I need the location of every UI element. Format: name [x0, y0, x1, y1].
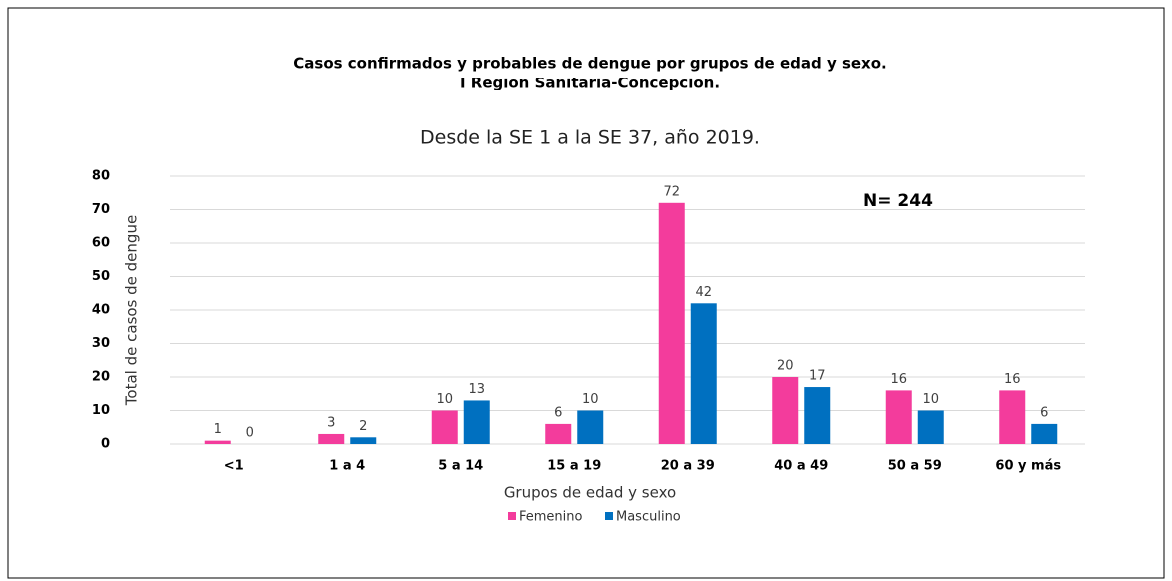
data-label: 10	[582, 392, 599, 407]
x-tick-label: 5 a 14	[438, 459, 483, 474]
data-label: 72	[663, 184, 680, 199]
data-label: 16	[890, 372, 907, 387]
annotation: N= 244	[863, 191, 933, 211]
data-label: 2	[359, 419, 367, 434]
bar	[350, 437, 377, 444]
legend-swatch	[605, 512, 613, 520]
data-label: 10	[436, 392, 453, 407]
x-tick-label: 20 a 39	[661, 459, 715, 474]
data-label: 42	[695, 285, 712, 300]
data-label: 6	[1040, 405, 1048, 420]
data-label: 10	[922, 392, 939, 407]
data-label: 0	[246, 426, 254, 441]
chart-title-line2: I Región Sanitaria-Concepción.	[460, 74, 720, 92]
x-tick-label: <1	[224, 459, 244, 474]
legend-label: Femenino	[519, 510, 583, 525]
y-tick-label: 0	[101, 437, 110, 452]
y-tick-label: 10	[92, 403, 110, 418]
bar	[690, 303, 717, 444]
frame	[7, 7, 1165, 579]
bar	[917, 410, 944, 444]
x-tick-label: 50 a 59	[888, 459, 942, 474]
title-clip: I Región Sanitaria-Concepción.	[460, 74, 720, 92]
chart-subtitle: Desde la SE 1 a la SE 37, año 2019.	[420, 127, 760, 149]
y-tick-label: 70	[92, 202, 110, 217]
bar	[999, 390, 1026, 444]
x-tick-label: 15 a 19	[547, 459, 601, 474]
data-label: 17	[809, 369, 826, 384]
y-axis-label: Total de casos de dengue	[123, 215, 141, 406]
bar	[1031, 423, 1058, 444]
data-label: 6	[554, 405, 562, 420]
bar	[318, 433, 345, 444]
y-tick-label: 50	[92, 269, 110, 284]
chart-title: Casos confirmados y probables de dengue …	[293, 55, 886, 73]
legend-label: Masculino	[616, 510, 681, 525]
bar	[658, 202, 685, 444]
bar	[577, 410, 604, 444]
x-tick-label: 60 y más	[995, 459, 1061, 474]
data-label: 16	[1004, 372, 1021, 387]
bar	[804, 387, 831, 444]
x-tick-label: 1 a 4	[329, 459, 365, 474]
bar	[772, 377, 799, 444]
x-tick-label: 40 a 49	[774, 459, 828, 474]
bar	[431, 410, 458, 444]
y-tick-label: 80	[92, 169, 110, 184]
bar	[545, 423, 572, 444]
data-label: 3	[327, 415, 335, 430]
legend-swatch	[508, 512, 516, 520]
y-tick-label: 30	[92, 336, 110, 351]
data-label: 20	[777, 359, 794, 374]
bar	[885, 390, 912, 444]
data-label: 13	[468, 382, 485, 397]
y-tick-label: 20	[92, 370, 110, 385]
y-tick-label: 40	[92, 303, 110, 318]
x-axis-label: Grupos de edad y sexo	[504, 484, 676, 502]
y-tick-label: 60	[92, 236, 110, 251]
bar	[204, 440, 231, 444]
bar	[463, 400, 490, 444]
data-label: 1	[214, 422, 222, 437]
